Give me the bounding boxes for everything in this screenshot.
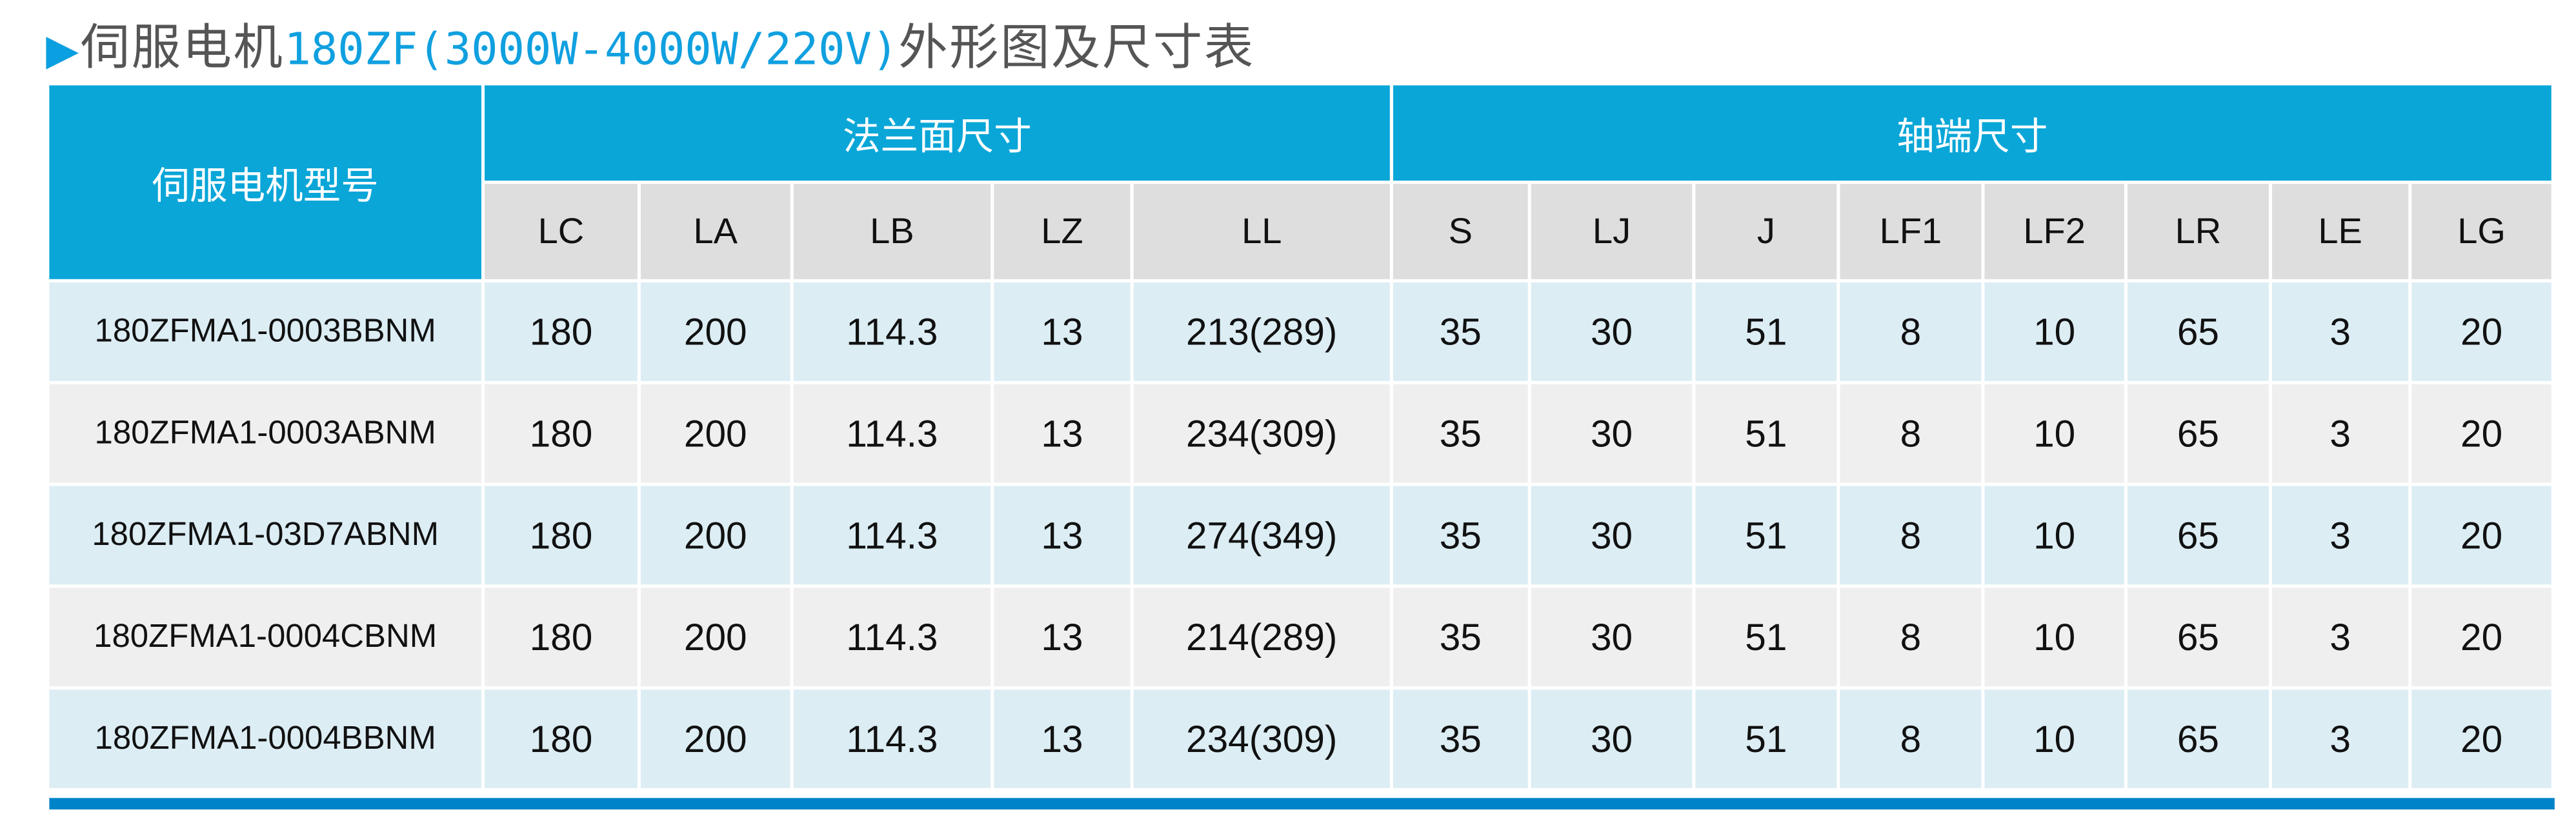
value-cell: 10: [1984, 689, 2124, 789]
value-cell: 180: [485, 282, 638, 381]
value-cell: 35: [1393, 282, 1528, 381]
value-cell: 51: [1695, 689, 1837, 789]
column-header-lb: LB: [793, 184, 991, 279]
value-cell: 20: [2411, 384, 2551, 483]
table-row: 180ZFMA1-0003BBNM 180 200 114.3 13 213(289) 35…: [49, 282, 2551, 381]
value-cell: 180: [485, 588, 638, 687]
model-cell: 180ZFMA1-0004BBNM: [49, 689, 481, 789]
title-suffix: 外形图及尺寸表: [898, 21, 1255, 76]
column-header-lz: LZ: [994, 184, 1131, 279]
value-cell: 114.3: [793, 282, 991, 381]
value-cell: 213(289): [1133, 282, 1390, 381]
table-row: 180ZFMA1-0003ABNM 180 200 114.3 13 234(309) 35…: [49, 384, 2551, 483]
column-header-lg: LG: [2411, 184, 2551, 279]
model-header: 伺服电机型号: [49, 85, 481, 279]
model-cell: 180ZFMA1-0004CBNM: [49, 588, 481, 687]
value-cell: 65: [2127, 282, 2269, 381]
value-cell: 30: [1531, 486, 1693, 585]
dimension-table: 伺服电机型号 法兰面尺寸 轴端尺寸 LC LA LB LZ LL S LJ J LF1 LF2 LR…: [46, 82, 2555, 791]
value-cell: 8: [1840, 282, 1982, 381]
value-cell: 13: [994, 588, 1131, 687]
shaft-group-header: 轴端尺寸: [1393, 85, 2551, 181]
value-cell: 20: [2411, 486, 2551, 585]
column-header-j: J: [1695, 184, 1837, 279]
value-cell: 65: [2127, 384, 2269, 483]
value-cell: 20: [2411, 588, 2551, 687]
value-cell: 8: [1840, 588, 1982, 687]
column-header-ll: LL: [1133, 184, 1390, 279]
value-cell: 180: [485, 486, 638, 585]
value-cell: 3: [2271, 282, 2409, 381]
value-cell: 35: [1393, 486, 1528, 585]
table-row: 180ZFMA1-0004CBNM 180 200 114.3 13 214(289) 35…: [49, 588, 2551, 687]
value-cell: 3: [2271, 588, 2409, 687]
value-cell: 30: [1531, 384, 1693, 483]
value-cell: 10: [1984, 384, 2124, 483]
model-cell: 180ZFMA1-0003BBNM: [49, 282, 481, 381]
value-cell: 13: [994, 282, 1131, 381]
value-cell: 200: [640, 486, 790, 585]
triangle-right-icon: ▶: [46, 25, 81, 74]
value-cell: 200: [640, 588, 790, 687]
value-cell: 114.3: [793, 588, 991, 687]
column-header-la: LA: [640, 184, 790, 279]
model-cell: 180ZFMA1-03D7ABNM: [49, 486, 481, 585]
title-prefix: 伺服电机: [80, 21, 285, 76]
value-cell: 234(309): [1133, 384, 1390, 483]
value-cell: 114.3: [793, 486, 991, 585]
value-cell: 3: [2271, 689, 2409, 789]
value-cell: 10: [1984, 282, 2124, 381]
value-cell: 180: [485, 384, 638, 483]
value-cell: 200: [640, 282, 790, 381]
column-header-lc: LC: [485, 184, 638, 279]
value-cell: 51: [1695, 282, 1837, 381]
value-cell: 10: [1984, 588, 2124, 687]
value-cell: 114.3: [793, 384, 991, 483]
value-cell: 35: [1393, 588, 1528, 687]
value-cell: 8: [1840, 486, 1982, 585]
flange-group-header: 法兰面尺寸: [485, 85, 1390, 181]
value-cell: 30: [1531, 588, 1693, 687]
table-row: 180ZFMA1-03D7ABNM 180 200 114.3 13 274(349) 35…: [49, 486, 2551, 585]
value-cell: 200: [640, 689, 790, 789]
page-title: ▶伺服电机180ZF(3000W-4000W/220V)外形图及尺寸表: [46, 6, 1254, 79]
column-header-lr: LR: [2127, 184, 2269, 279]
value-cell: 214(289): [1133, 588, 1390, 687]
value-cell: 51: [1695, 384, 1837, 483]
value-cell: 180: [485, 689, 638, 789]
column-header-s: S: [1393, 184, 1528, 279]
value-cell: 13: [994, 689, 1131, 789]
value-cell: 3: [2271, 486, 2409, 585]
column-header-le: LE: [2271, 184, 2409, 279]
column-header-lf2: LF2: [1984, 184, 2124, 279]
bottom-bar: [49, 798, 2555, 810]
value-cell: 8: [1840, 384, 1982, 483]
value-cell: 51: [1695, 486, 1837, 585]
value-cell: 114.3: [793, 689, 991, 789]
value-cell: 10: [1984, 486, 2124, 585]
value-cell: 234(309): [1133, 689, 1390, 789]
table-row: 180ZFMA1-0004BBNM 180 200 114.3 13 234(309) 35…: [49, 689, 2551, 789]
value-cell: 35: [1393, 689, 1528, 789]
model-cell: 180ZFMA1-0003ABNM: [49, 384, 481, 483]
value-cell: 65: [2127, 588, 2269, 687]
value-cell: 65: [2127, 486, 2269, 585]
column-header-lf1: LF1: [1840, 184, 1982, 279]
column-header-lj: LJ: [1531, 184, 1693, 279]
value-cell: 35: [1393, 384, 1528, 483]
value-cell: 30: [1531, 689, 1693, 789]
value-cell: 51: [1695, 588, 1837, 687]
value-cell: 20: [2411, 282, 2551, 381]
value-cell: 13: [994, 486, 1131, 585]
value-cell: 30: [1531, 282, 1693, 381]
value-cell: 3: [2271, 384, 2409, 483]
value-cell: 13: [994, 384, 1131, 483]
value-cell: 20: [2411, 689, 2551, 789]
value-cell: 65: [2127, 689, 2269, 789]
value-cell: 8: [1840, 689, 1982, 789]
value-cell: 274(349): [1133, 486, 1390, 585]
title-highlight: 180ZF(3000W-4000W/220V): [284, 25, 899, 76]
value-cell: 200: [640, 384, 790, 483]
